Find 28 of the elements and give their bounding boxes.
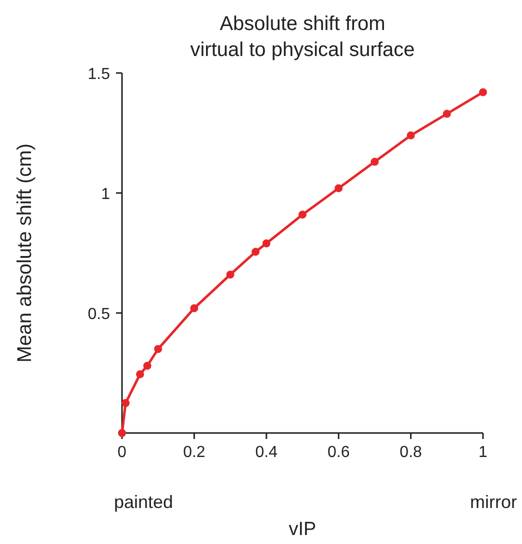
point <box>154 345 162 353</box>
point <box>298 210 306 219</box>
x-tick-label: 0 <box>118 444 127 461</box>
point <box>442 110 451 118</box>
point <box>122 399 130 407</box>
chart-title: Absolute shift from virtual to physical surface <box>190 13 415 61</box>
point <box>479 88 487 96</box>
point <box>190 304 198 312</box>
y-tick-label: 1.5 <box>88 66 110 83</box>
point <box>370 158 379 166</box>
x-tick-label: 0.6 <box>327 444 350 461</box>
point <box>262 239 270 248</box>
point <box>143 362 152 370</box>
x-tick-label: 0.4 <box>255 444 278 461</box>
point <box>252 248 260 256</box>
point <box>226 270 234 279</box>
x-tick-label: 0.2 <box>183 444 206 461</box>
point <box>136 370 144 378</box>
x-tick-label: 0.8 <box>400 444 422 461</box>
y-tick-label: 0.5 <box>88 306 110 323</box>
point <box>334 184 343 192</box>
text: painted <box>114 492 174 512</box>
x-tick-label: 1 <box>478 444 488 461</box>
point <box>406 131 415 140</box>
x-axis-title: vIP <box>288 519 316 540</box>
y-tick-label: 1 <box>101 186 110 203</box>
y-axis-title: Mean absolute shift (cm) <box>14 144 36 362</box>
text: mirror <box>470 492 517 512</box>
